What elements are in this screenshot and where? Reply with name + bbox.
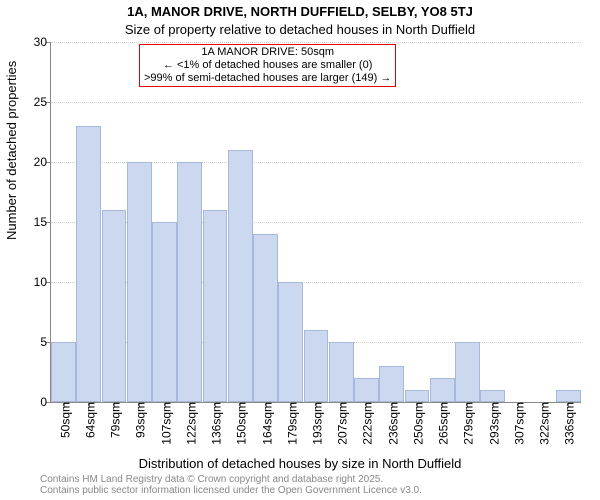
x-tick-label: 307sqm — [509, 402, 526, 445]
x-tick-label: 136sqm — [207, 402, 224, 445]
x-tick-label: 193sqm — [308, 402, 325, 445]
bar — [152, 222, 177, 402]
x-tick-label: 322sqm — [535, 402, 552, 445]
footer-line-1: Contains HM Land Registry data © Crown c… — [40, 474, 422, 485]
bar — [304, 330, 329, 402]
x-tick-label: 236sqm — [383, 402, 400, 445]
bar — [177, 162, 202, 402]
x-tick-label: 179sqm — [282, 402, 299, 445]
bar — [430, 378, 455, 402]
bar — [76, 126, 101, 402]
x-tick-label: 93sqm — [131, 402, 148, 438]
x-tick-label: 50sqm — [55, 402, 72, 438]
plot-area: 1A MANOR DRIVE: 50sqm ← <1% of detached … — [50, 42, 581, 403]
bar — [228, 150, 253, 402]
x-tick-label: 222sqm — [358, 402, 375, 445]
annotation-line-1: 1A MANOR DRIVE: 50sqm — [144, 46, 391, 59]
bar — [127, 162, 152, 402]
chart-title: 1A, MANOR DRIVE, NORTH DUFFIELD, SELBY, … — [0, 4, 600, 19]
y-tick-label: 0 — [19, 395, 51, 409]
bar — [51, 342, 76, 402]
bar — [405, 390, 430, 402]
x-tick-label: 265sqm — [434, 402, 451, 445]
annotation-box: 1A MANOR DRIVE: 50sqm ← <1% of detached … — [139, 44, 396, 87]
x-axis-label: Distribution of detached houses by size … — [0, 456, 600, 471]
x-tick-label: 150sqm — [232, 402, 249, 445]
bar — [480, 390, 505, 402]
y-tick-label: 5 — [19, 335, 51, 349]
x-tick-label: 250sqm — [408, 402, 425, 445]
bar — [253, 234, 278, 402]
chart-subtitle: Size of property relative to detached ho… — [0, 22, 600, 37]
bar — [354, 378, 379, 402]
bar — [102, 210, 127, 402]
y-tick-label: 10 — [19, 275, 51, 289]
chart-container: 1A, MANOR DRIVE, NORTH DUFFIELD, SELBY, … — [0, 0, 600, 500]
x-tick-label: 293sqm — [484, 402, 501, 445]
x-tick-label: 122sqm — [181, 402, 198, 445]
annotation-line-3: >99% of semi-detached houses are larger … — [144, 72, 391, 85]
y-axis-label: Number of detached properties — [4, 61, 19, 240]
bar — [278, 282, 303, 402]
grid-line — [51, 102, 581, 103]
bar — [379, 366, 404, 402]
x-tick-label: 64sqm — [80, 402, 97, 438]
y-tick-label: 30 — [19, 35, 51, 49]
footer-attribution: Contains HM Land Registry data © Crown c… — [40, 474, 422, 496]
annotation-line-2: ← <1% of detached houses are smaller (0) — [144, 59, 391, 72]
x-tick-label: 164sqm — [257, 402, 274, 445]
y-tick-label: 20 — [19, 155, 51, 169]
bar — [455, 342, 480, 402]
bar — [329, 342, 354, 402]
x-tick-label: 279sqm — [459, 402, 476, 445]
bar — [556, 390, 581, 402]
x-tick-label: 107sqm — [156, 402, 173, 445]
footer-line-2: Contains public sector information licen… — [40, 485, 422, 496]
grid-line — [51, 42, 581, 43]
bar — [203, 210, 228, 402]
x-tick-label: 207sqm — [333, 402, 350, 445]
x-tick-label: 79sqm — [106, 402, 123, 438]
y-tick-label: 15 — [19, 215, 51, 229]
y-tick-label: 25 — [19, 95, 51, 109]
x-tick-label: 336sqm — [560, 402, 577, 445]
